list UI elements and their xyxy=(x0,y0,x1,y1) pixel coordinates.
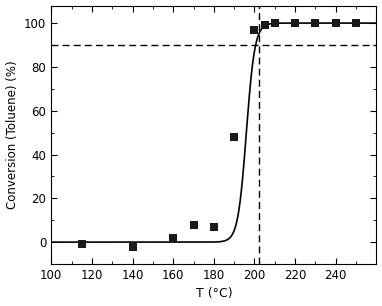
Point xyxy=(353,21,359,25)
Point xyxy=(292,21,298,25)
Point xyxy=(170,235,176,240)
Y-axis label: Conversion (Toluene) (%): Conversion (Toluene) (%) xyxy=(6,61,19,209)
Point xyxy=(333,21,339,25)
Point xyxy=(251,27,257,32)
Point xyxy=(79,242,85,247)
Point xyxy=(231,135,237,140)
Point xyxy=(129,244,136,249)
Point xyxy=(272,21,278,25)
Point xyxy=(191,222,197,227)
Point xyxy=(262,23,268,28)
Point xyxy=(211,224,217,229)
X-axis label: T (°C): T (°C) xyxy=(196,287,232,300)
Point xyxy=(312,21,319,25)
